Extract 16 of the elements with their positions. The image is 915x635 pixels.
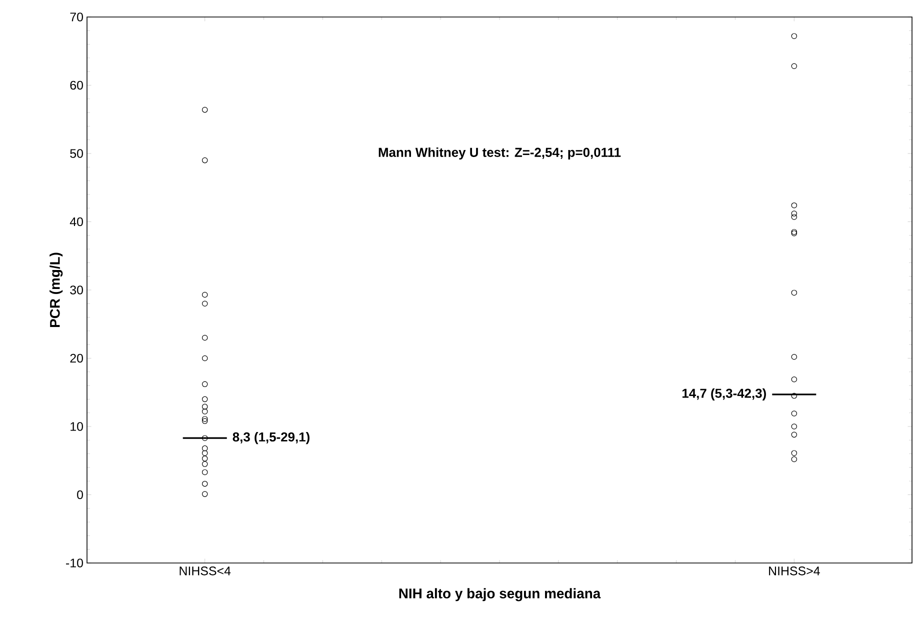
annotation: 14,7 (5,3-42,3)	[682, 388, 766, 400]
y-tick-label: 20	[70, 354, 83, 363]
annotation: 8,3 (1,5-29,1)	[232, 432, 310, 444]
y-tick-label: 30	[70, 286, 83, 294]
y-axis-title: PCR (mg/L)	[50, 252, 63, 328]
x-tick-label: NIHSS>4	[769, 566, 820, 576]
y-tick-label: 40	[70, 217, 83, 226]
y-tick-label: 10	[70, 422, 83, 431]
y-tick-label: 60	[70, 80, 83, 90]
annotation: Mann Whitney U test: Z=-2,54; p=0,0111	[378, 147, 621, 160]
y-tick-label: -10	[66, 558, 83, 568]
y-tick-label: 70	[70, 12, 83, 22]
y-tick-label: 0	[77, 490, 83, 500]
y-tick-label: 50	[70, 149, 83, 158]
x-tick-label: NIHSS<4	[180, 566, 231, 576]
x-axis-title: NIH alto y bajo segun mediana	[399, 588, 601, 602]
